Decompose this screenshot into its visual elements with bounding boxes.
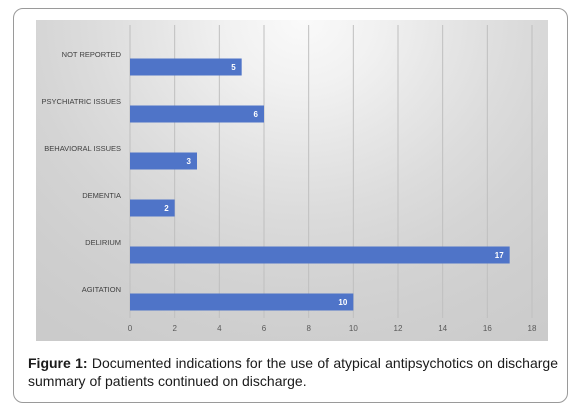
caption-label: Figure 1: — [28, 355, 88, 371]
data-label: 10 — [338, 298, 347, 307]
category-label: DEMENTIA — [82, 191, 121, 200]
caption-text: Documented indications for the use of at… — [28, 355, 558, 389]
bar-chart: 0 2 4 6 8 10 12 14 16 18 NOT REPORTED 5 PSYCHIATRIC … — [42, 25, 537, 333]
category-label: NOT REPORTED — [62, 50, 122, 59]
x-tick-label: 18 — [528, 324, 537, 333]
x-tick-label: 4 — [217, 324, 222, 333]
x-tick-label: 6 — [262, 324, 267, 333]
figure-caption: Figure 1: Documented indications for the… — [28, 354, 558, 390]
bar — [130, 199, 175, 217]
category-label: DELIRIUM — [85, 238, 121, 247]
bar — [130, 152, 197, 170]
category-label: BEHAVIORAL ISSUES — [44, 144, 121, 153]
data-label: 5 — [231, 63, 236, 72]
data-label: 3 — [187, 157, 192, 166]
bar — [130, 105, 264, 123]
x-tick-label: 10 — [349, 324, 358, 333]
bar — [130, 246, 510, 264]
x-tick-label: 12 — [394, 324, 403, 333]
data-label: 17 — [495, 251, 504, 260]
data-label: 6 — [254, 110, 259, 119]
data-label: 2 — [164, 204, 169, 213]
category-label: AGITATION — [82, 285, 121, 294]
bar — [130, 58, 242, 76]
x-tick-label: 14 — [438, 324, 447, 333]
chart-area — [36, 20, 548, 341]
x-tick-label: 0 — [128, 324, 133, 333]
x-tick-label: 8 — [306, 324, 311, 333]
x-tick-label: 2 — [172, 324, 177, 333]
x-tick-label: 16 — [483, 324, 492, 333]
bar — [130, 293, 354, 311]
category-label: PSYCHIATRIC ISSUES — [42, 97, 121, 106]
